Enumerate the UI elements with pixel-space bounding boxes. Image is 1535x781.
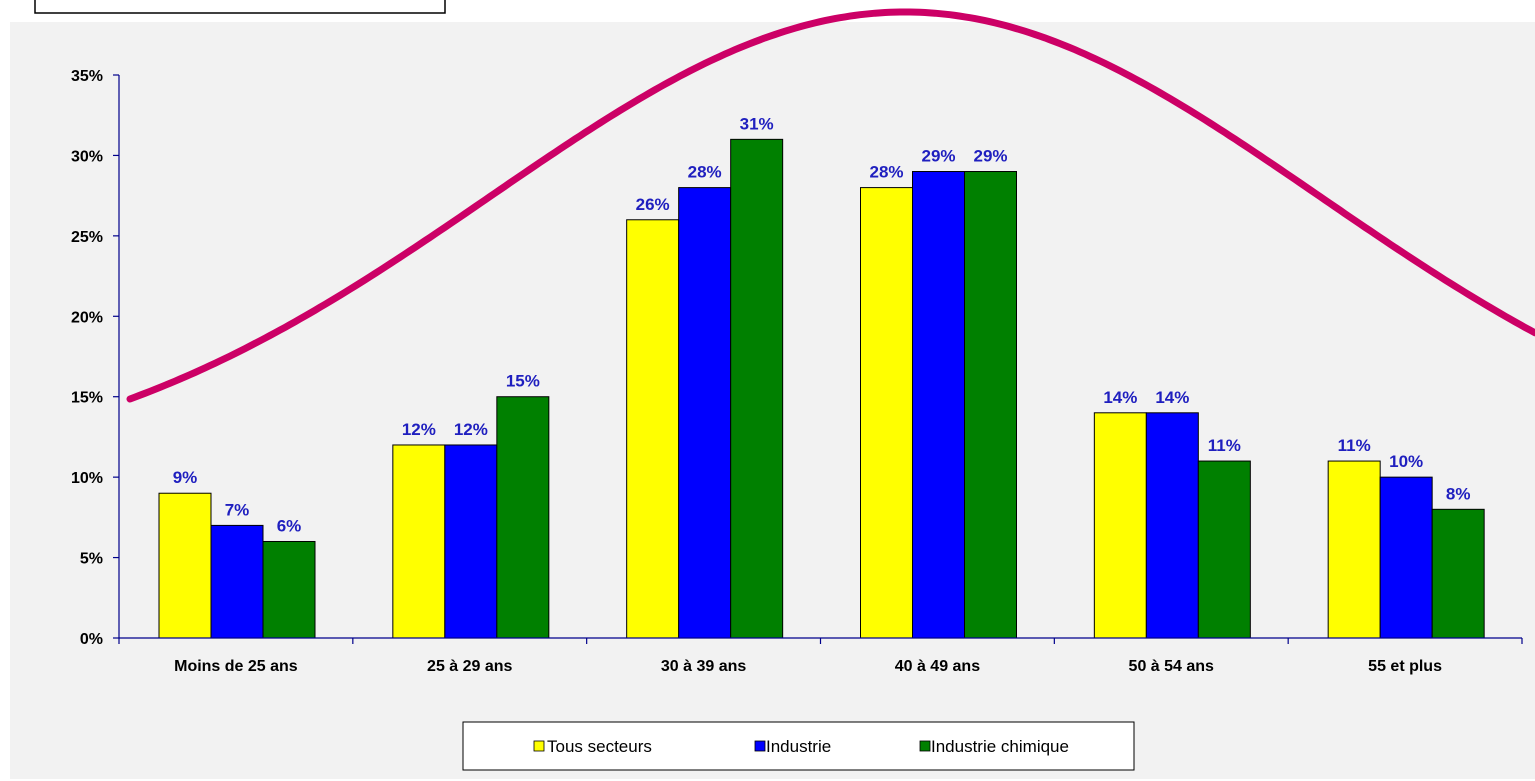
data-labels: 9% 7% 6% 12% 12% 15% 26% 28% 31% 28% 29% 29% 14% 14% 1… — [173, 114, 1471, 535]
bar-industrie-chimique-moins-de-25-ans — [262, 540, 316, 639]
bar-tous-secteurs-25-a-29-ans — [392, 444, 446, 639]
category-label-moins-de-25-ans: Moins de 25 ans — [174, 658, 298, 675]
legend-label-industrie-chimique: Industrie chimique — [931, 737, 1069, 756]
data-label-industrie-50-a-54-ans: 14% — [1155, 388, 1189, 407]
data-label-industrie-chimique-30-a-39-ans: 31% — [740, 114, 774, 133]
axes: 0% 5% 10% 15% 20% 25% 30% 35% Moins de 25 ans 25 … — [71, 68, 1523, 675]
data-label-industrie-25-a-29-ans: 12% — [454, 420, 488, 439]
bar-tous-secteurs-55-et-plus — [1327, 460, 1381, 639]
data-label-industrie-chimique-moins-de-25-ans: 6% — [277, 516, 302, 535]
data-label-industrie-40-a-49-ans: 29% — [921, 147, 955, 166]
bar-tous-secteurs-30-a-39-ans — [626, 219, 680, 639]
y-tick-label: 20% — [71, 309, 103, 326]
bar-industrie-25-a-29-ans — [444, 444, 498, 639]
data-label-tous-secteurs-55-et-plus: 11% — [1338, 436, 1371, 455]
y-tick-label: 5% — [80, 551, 103, 568]
bars-layer — [158, 138, 1485, 639]
data-label-industrie-chimique-55-et-plus: 8% — [1446, 484, 1471, 503]
y-tick-label: 10% — [71, 470, 103, 487]
legend-label-tous-secteurs: Tous secteurs — [547, 737, 652, 756]
category-label-40-a-49-ans: 40 à 49 ans — [895, 658, 981, 675]
y-tick-label: 0% — [80, 631, 103, 648]
y-tick-label: 15% — [71, 390, 103, 407]
category-label-50-a-54-ans: 50 à 54 ans — [1129, 658, 1215, 675]
bar-industrie-30-a-39-ans — [678, 187, 732, 639]
data-label-industrie-chimique-40-a-49-ans: 29% — [973, 147, 1007, 166]
bar-industrie-chimique-25-a-29-ans — [496, 396, 550, 639]
bar-industrie-50-a-54-ans — [1145, 412, 1199, 639]
category-label-55-et-plus: 55 et plus — [1368, 658, 1442, 675]
data-label-industrie-chimique-50-a-54-ans: 11% — [1208, 436, 1241, 455]
bar-industrie-chimique-30-a-39-ans — [730, 138, 784, 639]
bar-industrie-moins-de-25-ans — [210, 524, 264, 639]
data-label-tous-secteurs-30-a-39-ans: 26% — [636, 195, 670, 214]
bar-industrie-40-a-49-ans — [912, 171, 965, 639]
legend-swatch-tous-secteurs — [533, 740, 545, 752]
annotation-curve — [126, 8, 1535, 403]
legend-box — [462, 721, 1135, 771]
y-tick-label: 25% — [71, 229, 103, 246]
bar-industrie-chimique-40-a-49-ans — [964, 171, 1017, 639]
top-left-box — [34, 0, 446, 14]
category-label-30-a-39-ans: 30 à 39 ans — [661, 658, 747, 675]
data-label-tous-secteurs-40-a-49-ans: 28% — [869, 163, 903, 182]
data-label-industrie-55-et-plus: 10% — [1389, 452, 1423, 471]
bar-industrie-chimique-55-et-plus — [1431, 508, 1485, 639]
data-label-industrie-chimique-25-a-29-ans: 15% — [506, 372, 540, 391]
legend: Tous secteurs Industrie Industrie chimiq… — [462, 721, 1135, 771]
bar-tous-secteurs-40-a-49-ans — [860, 187, 913, 639]
y-tick-label: 35% — [71, 68, 103, 85]
category-label-25-a-29-ans: 25 à 29 ans — [427, 658, 513, 675]
bar-tous-secteurs-50-a-54-ans — [1093, 412, 1147, 639]
bar-industrie-55-et-plus — [1379, 476, 1433, 639]
data-label-industrie-moins-de-25-ans: 7% — [225, 500, 250, 519]
legend-swatch-industrie-chimique — [919, 740, 931, 752]
data-label-tous-secteurs-moins-de-25-ans: 9% — [173, 468, 198, 487]
legend-swatch-industrie — [754, 740, 766, 752]
data-label-tous-secteurs-50-a-54-ans: 14% — [1103, 388, 1137, 407]
data-label-industrie-30-a-39-ans: 28% — [688, 163, 722, 182]
legend-label-industrie: Industrie — [766, 737, 831, 756]
bar-industrie-chimique-50-a-54-ans — [1197, 460, 1251, 639]
data-label-tous-secteurs-25-a-29-ans: 12% — [402, 420, 436, 439]
y-tick-label: 30% — [71, 148, 103, 165]
bar-tous-secteurs-moins-de-25-ans — [158, 492, 212, 639]
